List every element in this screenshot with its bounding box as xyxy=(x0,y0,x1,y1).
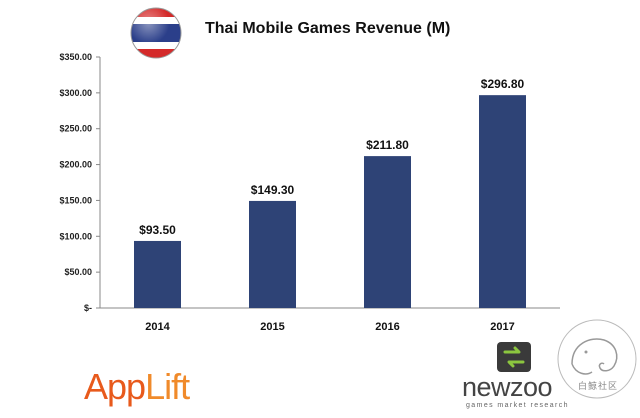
bars xyxy=(134,95,526,308)
bar-2016 xyxy=(364,156,411,308)
bar-2015 xyxy=(249,200,296,308)
x-tick-label-2014: 2014 xyxy=(145,321,170,333)
chart-title: Thai Mobile Games Revenue (M) xyxy=(205,20,451,37)
y-tick-label: $100.00 xyxy=(59,231,92,241)
y-tick-label: $300.00 xyxy=(59,88,92,98)
y-tick-label: $250.00 xyxy=(59,124,92,134)
data-label-2015: $149.30 xyxy=(251,183,295,197)
y-tick-label: $150.00 xyxy=(59,195,92,205)
data-label-2014: $93.50 xyxy=(139,223,176,237)
y-tick-label: $200.00 xyxy=(59,160,92,170)
y-tick-label: $- xyxy=(84,303,92,313)
newzoo-logo-text: newzoo xyxy=(462,372,553,402)
x-axis: 2014 2015 2016 2017 xyxy=(145,321,514,333)
x-tick-label-2015: 2015 xyxy=(260,321,284,333)
applift-logo-part1: App xyxy=(84,366,146,407)
bar-2017 xyxy=(479,95,526,308)
bar-2014 xyxy=(134,240,181,308)
data-label-2016: $211.80 xyxy=(366,138,409,152)
x-tick-label-2016: 2016 xyxy=(375,321,399,333)
data-label-2017: $296.80 xyxy=(481,77,525,91)
whale-watermark-icon xyxy=(556,318,638,405)
applift-logo-part2: Lift xyxy=(145,366,190,407)
x-tick-label-2017: 2017 xyxy=(490,321,514,333)
y-tick-label: $350.00 xyxy=(59,52,92,62)
data-labels: $93.50 $149.30 $211.80 $296.80 xyxy=(139,77,524,237)
thailand-flag-icon xyxy=(129,6,183,65)
y-tick-label: $50.00 xyxy=(64,267,92,277)
applift-logo: AppLift xyxy=(84,366,190,408)
newzoo-tagline: games market research xyxy=(466,402,569,409)
newzoo-logo-icon xyxy=(497,342,531,377)
watermark-text: 白鲸社区 xyxy=(578,381,619,391)
